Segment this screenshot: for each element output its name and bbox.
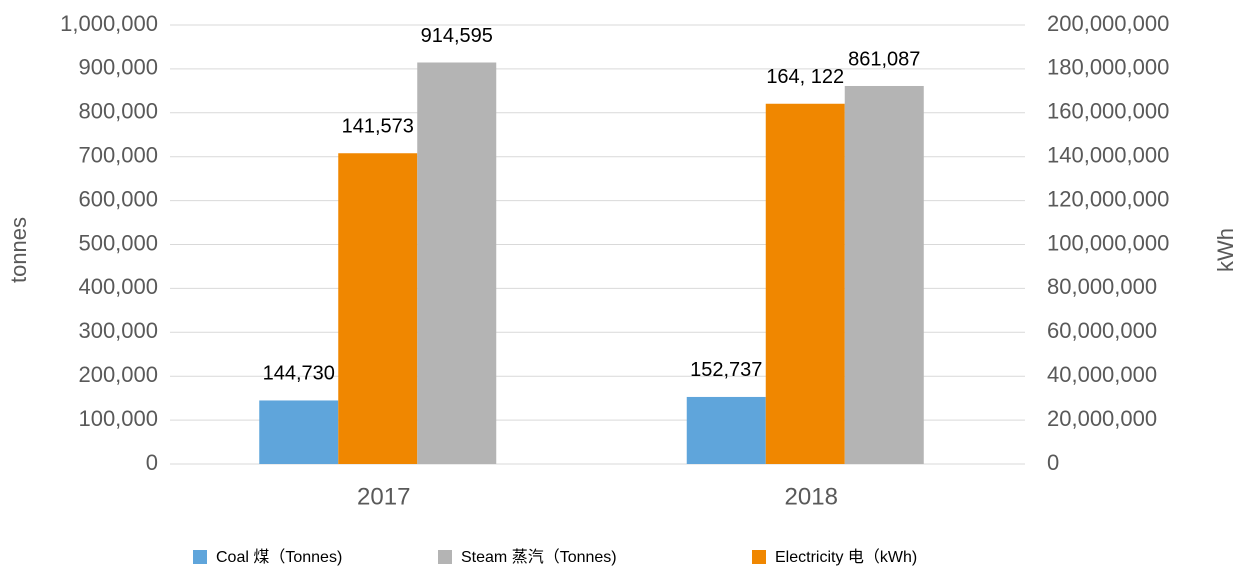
y2-tick-label: 20,000,000	[1047, 406, 1157, 431]
y2-axis-label: kWh	[1213, 228, 1238, 272]
y2-tick-label: 40,000,000	[1047, 362, 1157, 387]
bar	[417, 62, 497, 464]
y-axis-label: tonnes	[6, 217, 31, 283]
legend-swatch	[752, 550, 766, 564]
y2-tick-label: 100,000,000	[1047, 230, 1169, 255]
y-tick-label: 200,000	[78, 362, 158, 387]
bar	[338, 153, 418, 465]
y-tick-label: 400,000	[78, 274, 158, 299]
data-label: 144,730	[263, 363, 335, 385]
legend-swatch	[438, 550, 452, 564]
y-tick-label: 900,000	[78, 55, 158, 80]
y-tick-label: 800,000	[78, 99, 158, 124]
data-label: 141,573	[342, 116, 414, 138]
y2-tick-label: 140,000,000	[1047, 143, 1169, 168]
y2-tick-label: 0	[1047, 450, 1059, 475]
y-tick-label: 700,000	[78, 143, 158, 168]
y-tick-label: 600,000	[78, 186, 158, 211]
y2-tick-label: 180,000,000	[1047, 55, 1169, 80]
legend-label: Steam 蒸汽（Tonnes)	[461, 548, 617, 566]
y-tick-label: 500,000	[78, 230, 158, 255]
x-tick-label: 2017	[357, 483, 410, 510]
data-label: 861,087	[848, 48, 920, 70]
data-label: 152,737	[690, 359, 762, 381]
bar	[686, 396, 766, 464]
y2-tick-label: 80,000,000	[1047, 274, 1157, 299]
data-label: 164, 122	[766, 66, 844, 88]
bar	[844, 85, 924, 465]
bar	[765, 103, 845, 465]
y-tick-label: 1,000,000	[60, 11, 158, 36]
legend-label: Electricity 电（kWh)	[775, 548, 917, 566]
y2-tick-label: 160,000,000	[1047, 99, 1169, 124]
y-tick-label: 100,000	[78, 406, 158, 431]
data-label: 914,595	[421, 25, 493, 47]
y2-tick-label: 120,000,000	[1047, 186, 1169, 211]
y-tick-label: 0	[146, 450, 158, 475]
y-tick-label: 300,000	[78, 318, 158, 343]
bar	[259, 400, 339, 464]
y2-tick-label: 60,000,000	[1047, 318, 1157, 343]
y2-tick-label: 200,000,000	[1047, 11, 1169, 36]
legend-label: Coal 煤（Tonnes)	[216, 548, 342, 566]
x-tick-label: 2018	[785, 483, 838, 510]
legend-swatch	[193, 550, 207, 564]
